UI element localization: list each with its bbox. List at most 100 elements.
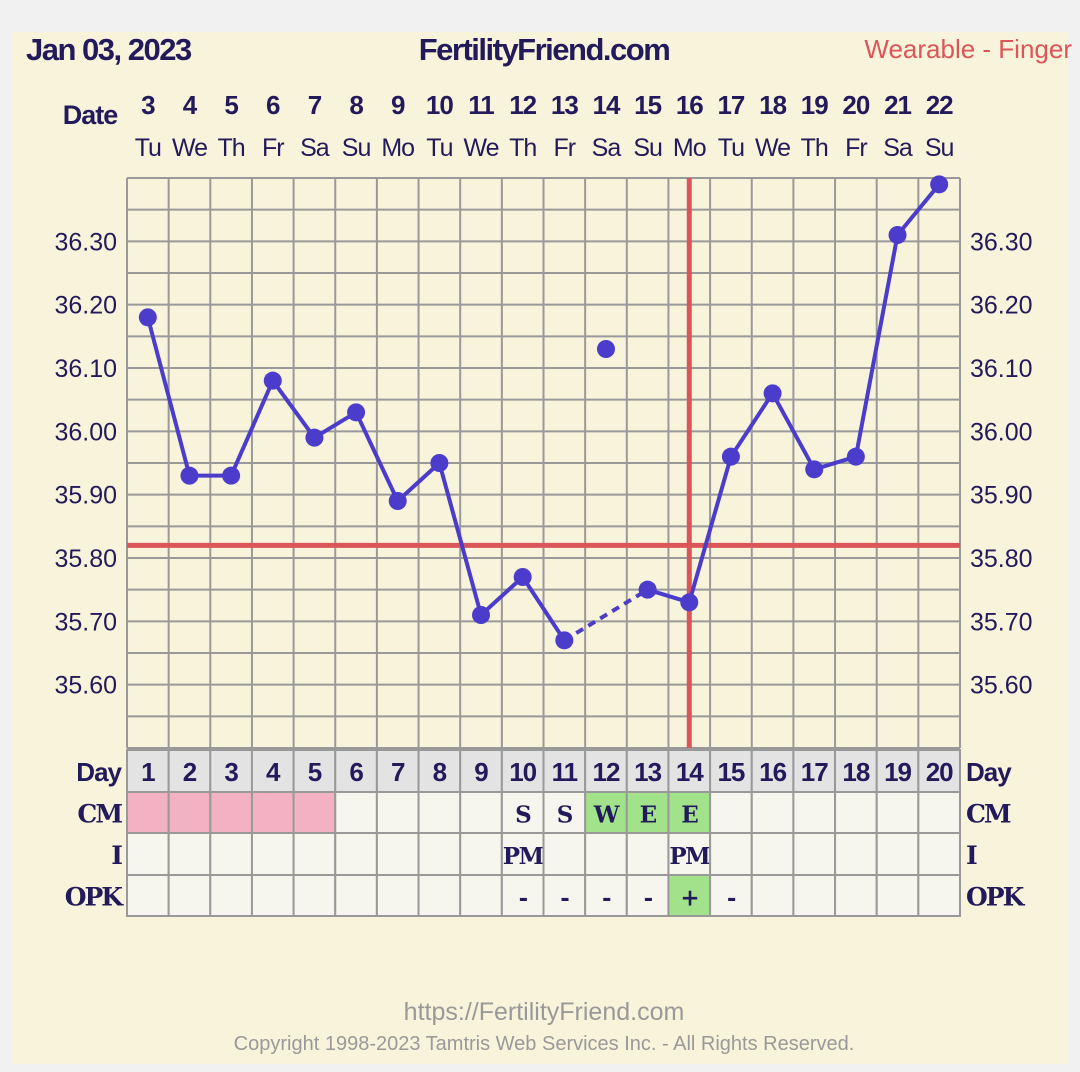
weekday-label: We — [463, 134, 498, 162]
weekday-label: Th — [218, 134, 245, 162]
weekday-label: Th — [509, 134, 536, 162]
day-value: 19 — [884, 757, 911, 787]
opk-cell — [375, 874, 420, 917]
temp-point — [388, 492, 407, 510]
cm-value: S — [557, 802, 573, 829]
y-tick-label-right: 36.10 — [970, 355, 1033, 383]
day-cell — [625, 749, 670, 793]
weekday-label: Su — [925, 134, 954, 162]
y-tick-label-left: 36.00 — [54, 418, 117, 446]
intercourse-cell — [459, 832, 503, 876]
temp-line-segment — [396, 461, 441, 503]
opk-value: - — [602, 885, 611, 912]
weekday-label: Fr — [262, 134, 284, 162]
cm-cell — [875, 791, 920, 834]
day-value: 9 — [474, 757, 488, 787]
cm-value: E — [681, 802, 698, 829]
intercourse-cell — [667, 832, 712, 876]
day-value: 2 — [183, 757, 197, 787]
date-label: 17 — [717, 90, 744, 120]
footer-url[interactable]: https://FertilityFriend.com — [403, 998, 685, 1026]
day-cell — [834, 749, 878, 793]
opk-cell — [250, 874, 295, 917]
cm-value: E — [640, 802, 657, 829]
opk-row-label-right: OPK — [966, 883, 1026, 912]
day-value: 15 — [717, 757, 744, 787]
date-label: 6 — [266, 90, 280, 120]
temp-point — [305, 428, 324, 447]
date-label: 9 — [391, 90, 405, 120]
day-cell — [500, 749, 545, 793]
weekday-label: Fr — [845, 134, 867, 162]
day-value: 6 — [349, 757, 363, 787]
date-label: 22 — [926, 90, 953, 120]
day-value: 5 — [308, 757, 322, 787]
date-label: 21 — [884, 90, 911, 120]
y-tick-label-right: 36.20 — [970, 292, 1033, 320]
temp-point — [180, 466, 199, 485]
y-tick-label-right: 35.70 — [970, 608, 1033, 636]
temp-point-excluded — [596, 340, 615, 358]
chart-date: Jan 03, 2023 — [26, 32, 192, 67]
date-label: 10 — [426, 90, 453, 120]
day-value: 18 — [842, 757, 869, 787]
intercourse-cell — [334, 832, 378, 876]
intercourse-cell — [126, 832, 170, 876]
day-value: 16 — [759, 757, 786, 787]
date-label: 5 — [224, 90, 238, 120]
day-value: 20 — [926, 757, 953, 787]
y-tick-label-left: 36.10 — [54, 355, 117, 383]
intercourse-value: PM — [503, 843, 544, 870]
cm-cell — [917, 791, 961, 834]
opk-cell — [625, 874, 670, 917]
cm-cell — [167, 791, 212, 834]
y-tick-label-right: 35.90 — [970, 482, 1033, 510]
opk-value: - — [560, 885, 569, 912]
opk-value: - — [727, 885, 736, 912]
y-tick-label-left: 35.90 — [54, 482, 117, 510]
cm-cell — [459, 791, 503, 834]
cm-cell — [126, 791, 170, 834]
date-label: 7 — [308, 90, 322, 120]
opk-value: - — [644, 885, 653, 912]
opk-row-label-left: OPK — [65, 883, 125, 912]
date-label: 3 — [141, 90, 155, 120]
intercourse-value: PM — [669, 843, 710, 870]
day-cell — [917, 749, 961, 793]
cm-cell — [375, 791, 420, 834]
day-value: 4 — [266, 757, 281, 787]
weekday-label: Su — [342, 134, 371, 162]
opk-cell — [834, 874, 878, 917]
intercourse-cell — [292, 832, 337, 876]
weekday-label: Fr — [554, 134, 576, 162]
y-tick-label-right: 36.30 — [970, 228, 1033, 256]
temp-line-segment — [479, 575, 525, 617]
weekday-label: We — [172, 134, 207, 162]
temp-line-segment — [437, 462, 483, 616]
day-value: 8 — [433, 757, 447, 787]
temp-point — [472, 606, 491, 624]
day-value: 14 — [676, 757, 704, 787]
temp-line-segment — [521, 575, 566, 642]
intercourse-cell — [750, 832, 795, 876]
cm-cell — [792, 791, 837, 834]
cm-cell — [209, 791, 253, 834]
date-label: 13 — [551, 90, 578, 120]
intercourse-cell — [792, 832, 837, 876]
weekday-label: Mo — [673, 134, 706, 162]
weekday-label: Su — [633, 134, 662, 162]
opk-value: + — [680, 885, 698, 912]
day-value: 10 — [509, 757, 536, 787]
y-tick-label-right: 36.00 — [970, 418, 1033, 446]
opk-cell — [167, 874, 212, 917]
opk-cell — [500, 874, 545, 917]
temp-point — [763, 384, 782, 403]
date-row-label: Date — [63, 100, 119, 130]
intercourse-row-label-left: I — [111, 841, 122, 870]
date-label: 11 — [468, 90, 494, 120]
y-tick-label-left: 35.60 — [54, 672, 117, 700]
weekday-label: Sa — [883, 134, 913, 162]
weekday-label: Tu — [426, 134, 452, 162]
temp-point — [930, 175, 949, 194]
temp-line-segment — [271, 379, 317, 439]
